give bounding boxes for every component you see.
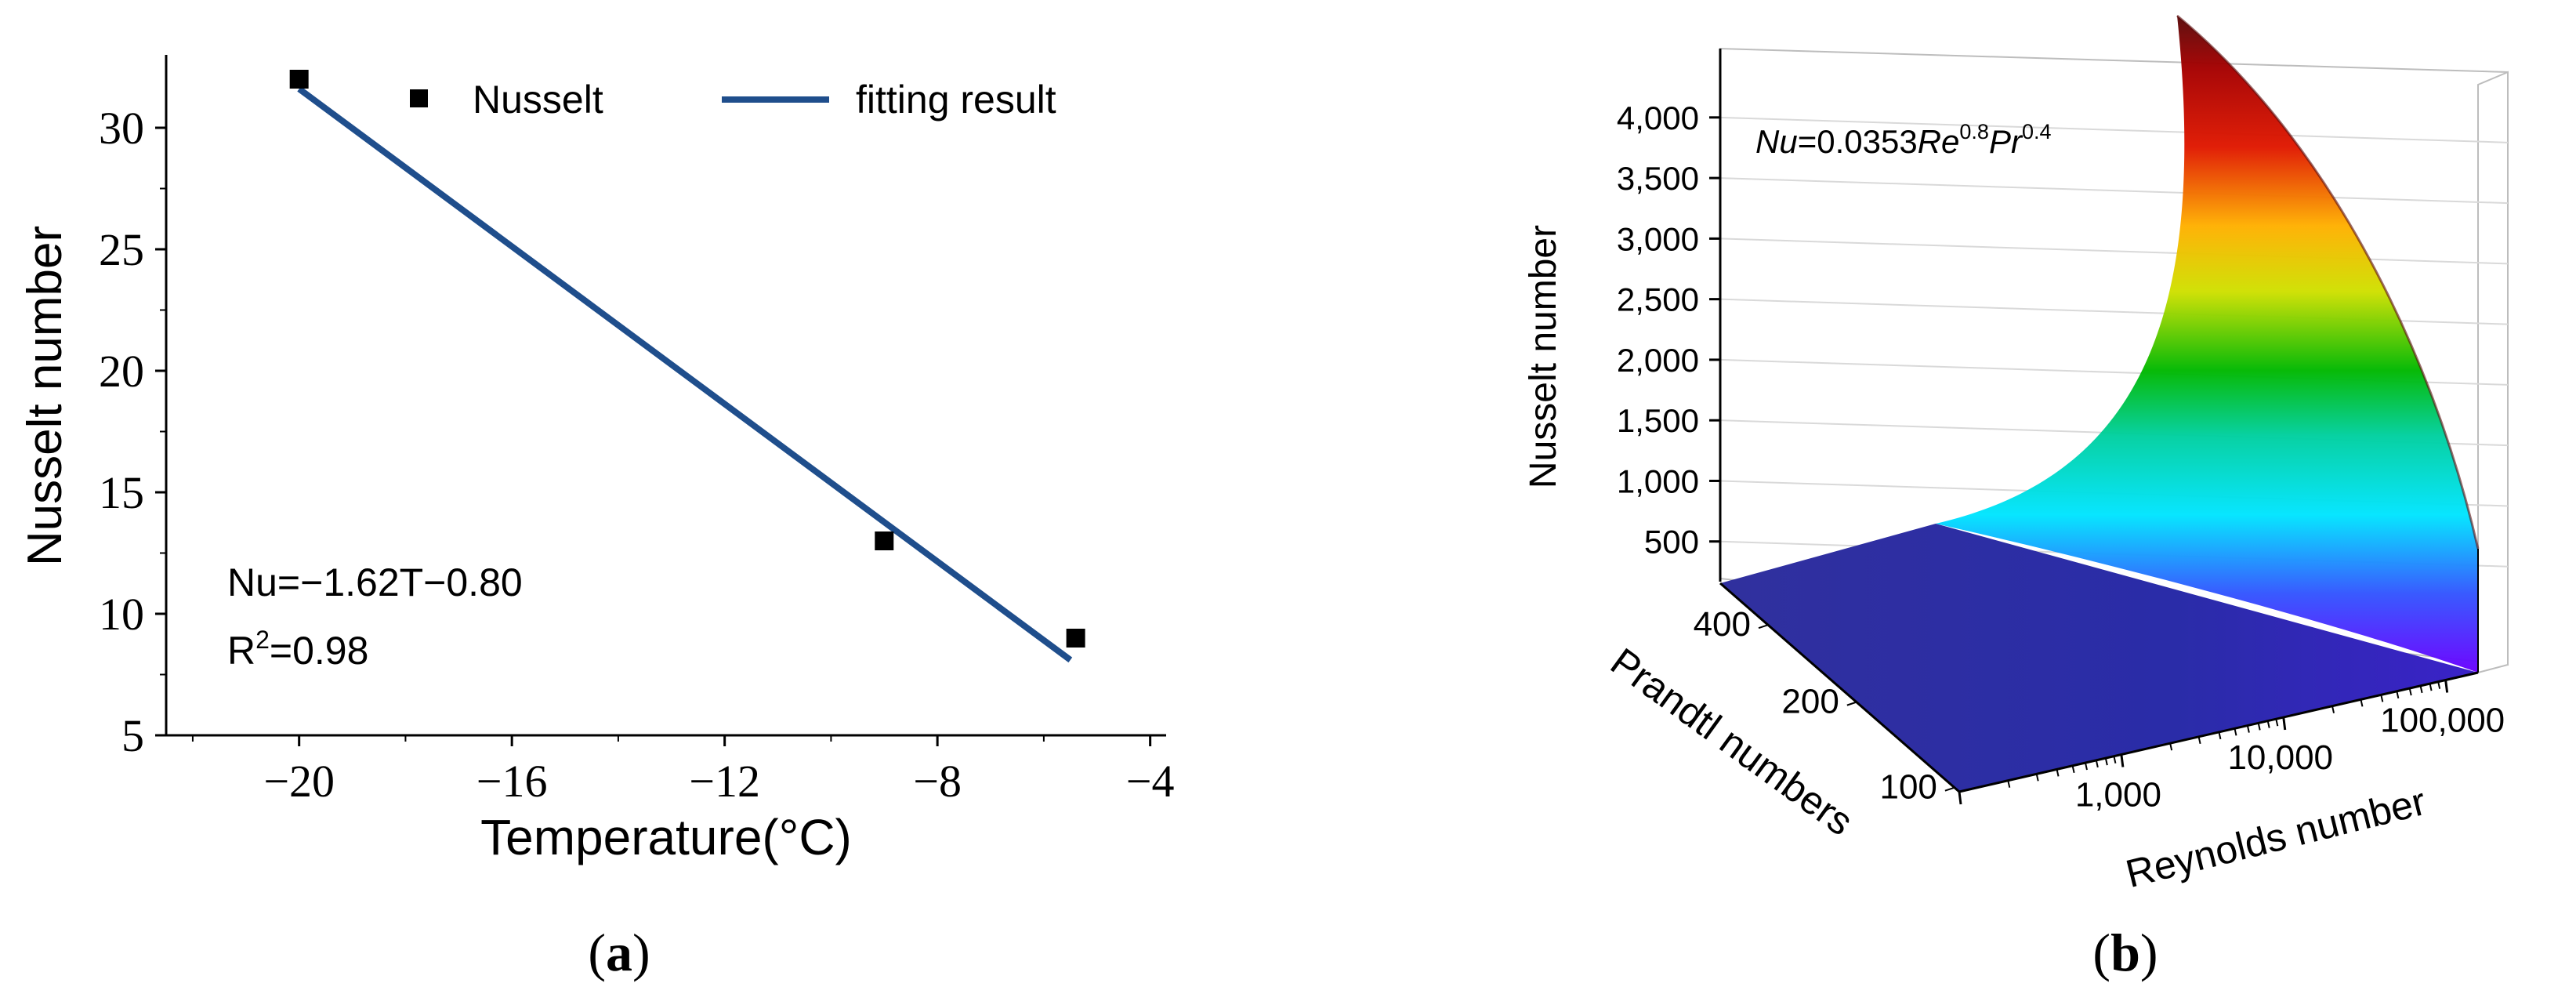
- x-major-tick-3d: [2444, 680, 2449, 693]
- x-minor-tick-3d: [2056, 769, 2060, 777]
- z-tick-label: 4,000: [1617, 100, 1699, 136]
- x-minor-tick-3d: [2197, 736, 2201, 745]
- z-tick-label: 3,500: [1617, 160, 1699, 197]
- y-tick-label: 5: [121, 710, 144, 761]
- z-tick-label: 1,000: [1617, 463, 1699, 499]
- z-tick-label: 3,000: [1617, 220, 1699, 257]
- y-axis-ticks: 5 10 15 20 25 30: [99, 103, 166, 761]
- x-minor-tick-3d: [2419, 685, 2423, 694]
- y-tick-3d: [1846, 701, 1857, 706]
- x-tick-label: −12: [689, 756, 760, 807]
- fit-equation: Nu=−1.62T−0.80: [227, 560, 523, 604]
- z-tick-label: 1,500: [1617, 402, 1699, 439]
- x-major-tick-3d: [2282, 716, 2287, 731]
- surface-floor: [1720, 524, 2478, 792]
- z-tick-label: 2,500: [1617, 281, 1699, 318]
- x-minor-tick-3d: [2007, 780, 2011, 788]
- x-minor-tick-3d: [2408, 687, 2412, 696]
- legend-marker-nusselt: [410, 89, 428, 107]
- x-minor-tick-3d: [2035, 774, 2039, 782]
- z-axis-ticks: 500 1,000 1,500 2,000 2,500 3,000 3,500 4,000: [1617, 100, 1720, 560]
- surface-formula: Nu=0.0353Re0.8Pr0.4: [1755, 120, 2052, 160]
- x-minor-tick-3d: [2234, 728, 2237, 736]
- z-gridline: [1719, 238, 2509, 265]
- z-gridline: [1719, 116, 2509, 143]
- z-tick-label: 500: [1644, 524, 1699, 560]
- z-gridline: [1719, 177, 2509, 205]
- x-tick-label-3d: 10,000: [2227, 738, 2333, 777]
- x-minor-tick-3d: [2095, 760, 2099, 768]
- surface-rising: [1936, 16, 2478, 673]
- x-axis-ticks-3d: 1,000 10,000 100,000: [1958, 680, 2505, 814]
- y-tick-label-3d: 100: [1879, 768, 1937, 807]
- x-minor-tick-3d: [2113, 756, 2117, 764]
- fit-line-group: [297, 86, 1073, 663]
- x-minor-tick-3d: [2360, 699, 2364, 707]
- x-minor-tick-3d: [2266, 720, 2270, 728]
- x-axis-label-3d: Reynolds number: [2121, 779, 2430, 896]
- legend-label-fit: fitting result: [856, 78, 1056, 122]
- y-tick-3d: [1944, 786, 1955, 792]
- y-tick-label: 30: [99, 103, 144, 154]
- x-axis-ticks: −20 −16 −12 −8 −4: [191, 735, 1175, 807]
- data-points: [289, 70, 1085, 648]
- x-minor-tick-3d: [2429, 683, 2433, 691]
- x-tick-label-3d: 1,000: [2075, 776, 2161, 814]
- y-axis-line-3d: [1719, 582, 1960, 793]
- y-axis-ticks-3d: 100 200 400: [1694, 605, 1955, 807]
- legend: Nusselt fitting result: [410, 78, 1056, 122]
- y-tick-label: 20: [99, 346, 144, 397]
- x-axis-label: Temperature(°C): [480, 809, 852, 865]
- panel-b-surface-plot: 500 1,000 1,500 2,000 2,500 3,000 3,500 4,000 1…: [1523, 14, 2509, 982]
- x-minor-tick-3d: [2085, 762, 2088, 771]
- x-minor-tick-3d: [2275, 718, 2279, 727]
- legend-label-nusselt: Nusselt: [473, 78, 603, 122]
- x-minor-tick-3d: [2218, 731, 2222, 740]
- y-tick-label: 15: [99, 467, 144, 518]
- x-minor-tick-3d: [2104, 757, 2108, 766]
- y-tick-label: 25: [99, 224, 144, 275]
- y-tick-label-3d: 200: [1781, 683, 1839, 721]
- x-tick-label: −20: [263, 756, 335, 807]
- y-tick-label-3d: 400: [1694, 605, 1751, 644]
- x-major-tick-3d: [2120, 754, 2125, 767]
- panel-a-chart: 5 10 15 20 25 30 −20 −16 −12 −8 −4 Nusselt number…: [18, 55, 1174, 982]
- panel-label-b: (b): [2092, 923, 2158, 982]
- z-axis-label: Nusselt number: [1523, 225, 1564, 488]
- x-tick-label: −16: [476, 756, 548, 807]
- x-minor-tick-3d: [2257, 723, 2261, 731]
- x-tick-label: −8: [913, 756, 962, 807]
- x-minor-tick-3d: [2380, 695, 2384, 702]
- data-point: [1066, 629, 1085, 648]
- x-minor-tick-3d: [2331, 706, 2335, 713]
- z-tick-label: 2,000: [1617, 342, 1699, 379]
- y-axis-label: Nusselt number: [18, 226, 72, 566]
- x-minor-tick-3d: [2396, 691, 2400, 699]
- side-wall: [2477, 71, 2509, 674]
- x-minor-tick-3d: [2437, 681, 2441, 689]
- x-tick-label: −4: [1126, 756, 1175, 807]
- panel-label-a: (a): [588, 923, 650, 982]
- surface-edge: [2176, 14, 2480, 550]
- r-squared: R2=0.98: [227, 626, 368, 673]
- y-tick-label: 10: [99, 589, 144, 640]
- x-minor-tick-3d: [2246, 725, 2250, 733]
- x-tick-label-3d: 100,000: [2380, 702, 2505, 740]
- data-point: [875, 531, 894, 550]
- fit-line: [297, 86, 1073, 663]
- x-minor-tick-3d: [2071, 765, 2075, 774]
- x-major-tick-3d: [1958, 791, 1962, 805]
- y-tick-3d: [1758, 624, 1769, 629]
- x-minor-tick-3d: [2169, 742, 2173, 751]
- data-point: [289, 70, 309, 89]
